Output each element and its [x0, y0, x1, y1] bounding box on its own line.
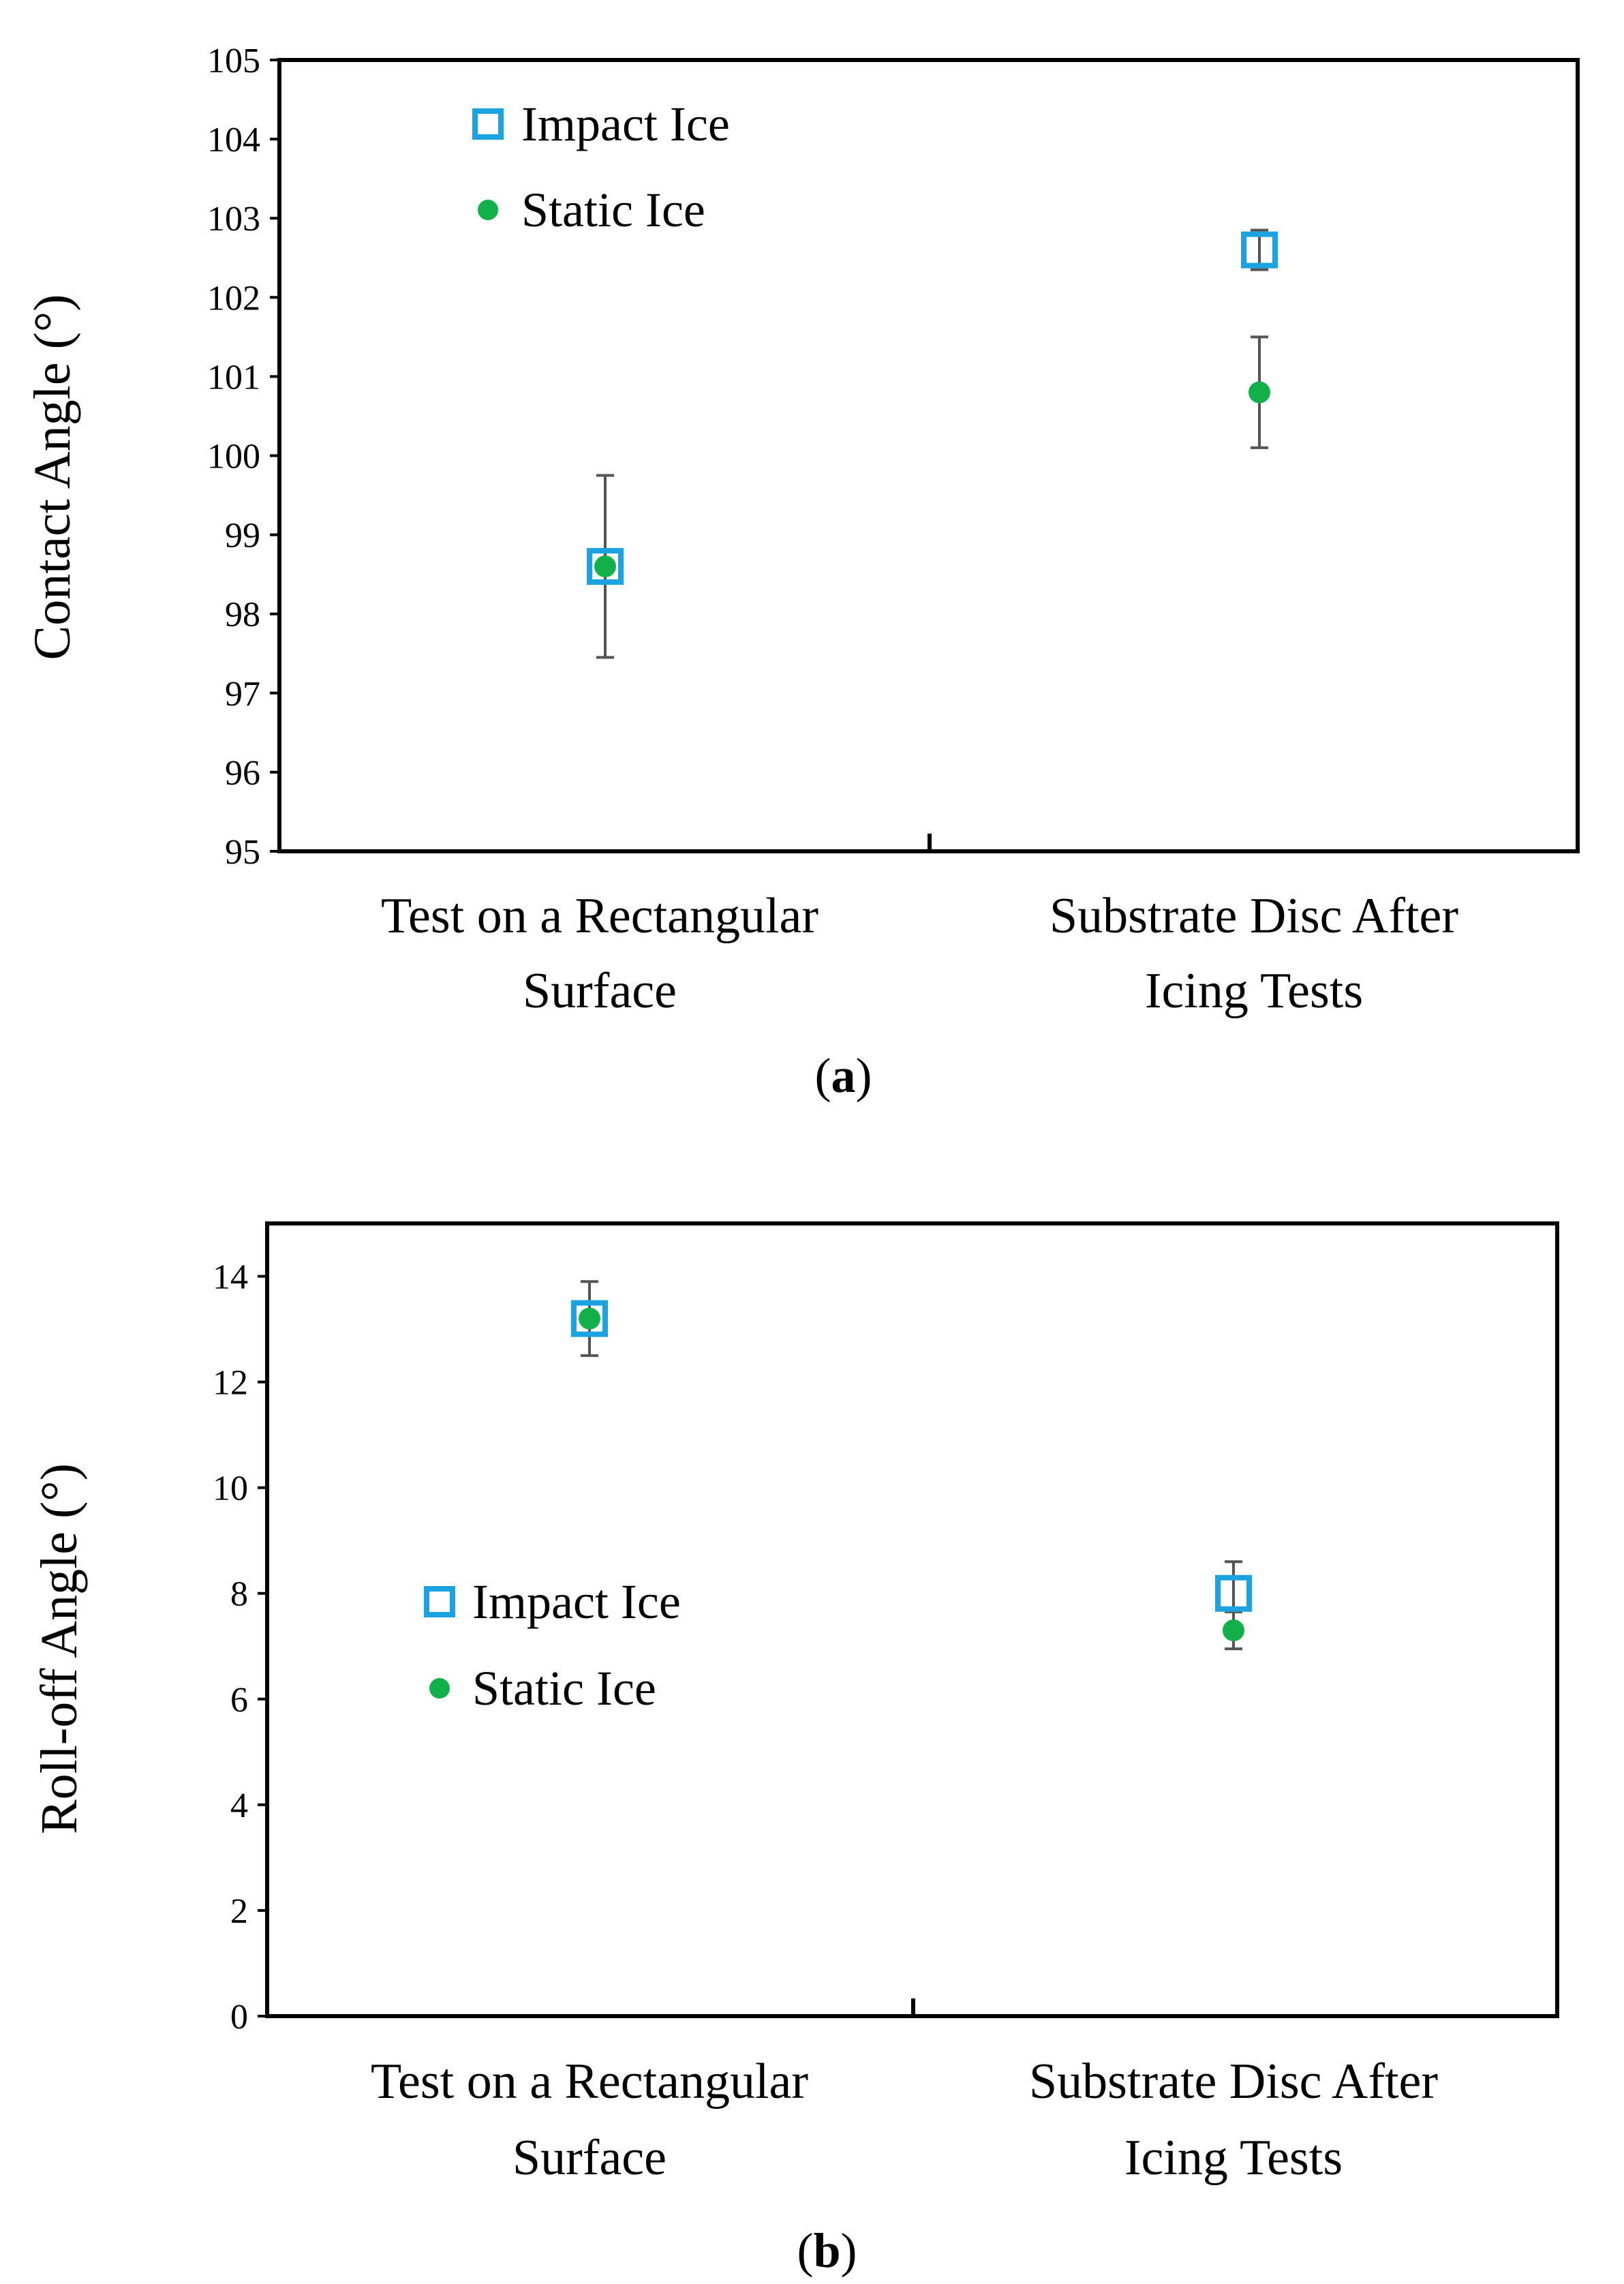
chart1-x-category-label: Substrate Disc After	[1029, 2054, 1438, 2110]
chart0-y-tick-label: 98	[225, 596, 260, 635]
chart1-panel-label: (b)	[797, 2223, 857, 2278]
chart1-x-category-label: Test on a Rectangular	[371, 2054, 808, 2110]
chart0-y-tick-label: 99	[225, 517, 260, 555]
chart0-point-static-ice	[1248, 381, 1270, 403]
chart1-point-impact-ice	[571, 1300, 608, 1337]
chart1-y-tick-label: 0	[230, 1998, 248, 2037]
chart0-point-static-ice	[594, 555, 616, 578]
chart1-legend-label: Static Ice	[472, 1661, 656, 1716]
chart1-point-impact-ice	[1215, 1574, 1252, 1612]
chart1-y-tick-label: 8	[230, 1575, 248, 1614]
chart1-legend-marker-impact-ice	[424, 1586, 455, 1617]
chart1-legend-marker-static-ice	[429, 1678, 450, 1699]
chart0-x-category-label: Substrate Disc After	[1050, 888, 1458, 944]
chart0-legend-label: Static Ice	[521, 183, 705, 237]
chart0-x-category-label: Icing Tests	[1145, 963, 1363, 1019]
chart0-legend-label: Impact Ice	[521, 97, 730, 151]
chart0-y-tick-label: 97	[225, 675, 260, 714]
chart0-legend-marker-static-ice	[478, 200, 498, 220]
chart1-point-static-ice	[1223, 1619, 1244, 1642]
chart1-y-tick-label: 4	[230, 1786, 248, 1825]
chart0-y-tick-label: 96	[225, 754, 260, 793]
chart1-y-axis-title: Roll-off Angle (°)	[31, 1463, 88, 1834]
chart1-y-tick-label: 6	[230, 1681, 248, 1720]
chart0-point-impact-ice	[587, 548, 624, 585]
chart1-y-tick-label: 10	[213, 1470, 248, 1508]
chart0-y-tick-label: 104	[207, 121, 260, 159]
chart0-x-category-label: Test on a Rectangular	[381, 888, 818, 944]
chart1-y-tick-label: 14	[213, 1258, 248, 1297]
chart1-plot-frame	[265, 1221, 1559, 2018]
chart0-y-tick-label: 103	[207, 200, 260, 239]
chart0-x-category-label: Surface	[523, 963, 677, 1019]
chart1-legend-label: Impact Ice	[472, 1574, 681, 1629]
chart0-y-tick-label: 102	[207, 279, 260, 318]
chart1-x-category-label: Icing Tests	[1124, 2130, 1343, 2186]
chart1-y-tick-label: 2	[230, 1892, 248, 1931]
chart0-point-impact-ice	[1241, 231, 1278, 269]
chart0-plot-frame	[277, 58, 1580, 853]
chart0-y-tick-label: 105	[207, 42, 260, 80]
chart0-y-tick-label: 100	[207, 438, 260, 476]
chart1-point-static-ice	[579, 1307, 600, 1330]
chart0-y-tick-label: 95	[225, 833, 260, 872]
chart0-panel-label: (a)	[815, 1048, 872, 1103]
chart0-legend-marker-impact-ice	[472, 108, 504, 140]
chart1-y-tick-label: 12	[213, 1364, 248, 1403]
chart0-y-axis-title: Contact Angle (°)	[24, 294, 81, 660]
chart0-y-tick-label: 101	[207, 358, 260, 397]
chart1-x-category-label: Surface	[512, 2130, 667, 2186]
